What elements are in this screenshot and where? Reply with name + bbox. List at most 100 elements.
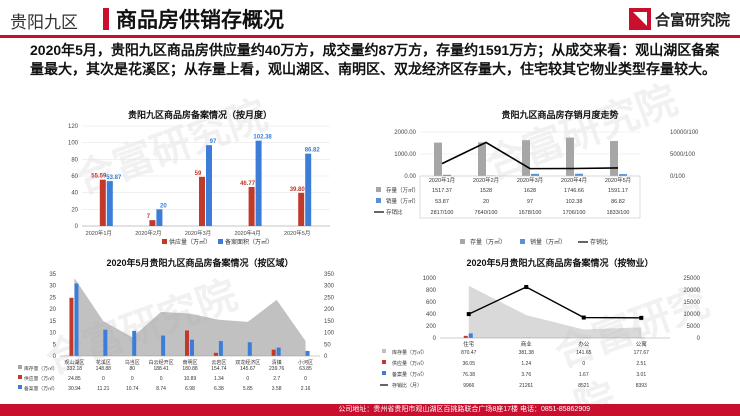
x-tick-label: 2020年5月 — [605, 176, 631, 184]
legend-label: 存量（万㎡） — [470, 238, 506, 246]
bar — [132, 330, 137, 356]
bar — [468, 333, 473, 338]
table-cell: 3.58 — [272, 386, 282, 392]
x-tick-label: 清镇 — [272, 359, 282, 366]
table-row-label: 库存量（万㎡） — [392, 349, 427, 356]
x-tick-label: 乌当区 — [125, 359, 140, 366]
x-tick-label: 2020年4月 — [561, 176, 587, 184]
y2-tick-label: 10000/100 — [670, 130, 699, 136]
chart-district-filing: 05101520253035050100150200250300350观山湖区花… — [18, 272, 335, 392]
y-tick-label: 40 — [71, 191, 78, 197]
table-cell: 0 — [246, 376, 249, 382]
data-label: 46.77 — [240, 181, 256, 187]
table-cell: 1.24 — [521, 361, 531, 367]
y-tick-label: 1000 — [423, 276, 437, 282]
legend-label: 销量（万㎡） — [530, 238, 566, 246]
table-cell: 2.51 — [636, 361, 646, 367]
y-tick-label: 0 — [75, 224, 79, 230]
bar — [218, 341, 223, 356]
y-tick-label: 15 — [49, 319, 56, 325]
summary-text: 2020年5月，贵阳九区商品房供应量约40万方，成交量约87万方，存量约1591… — [30, 42, 720, 77]
x-tick-label: 2020年3月 — [185, 229, 211, 237]
table-cell: 36.05 — [462, 361, 475, 367]
x-tick-label: 南明区 — [182, 359, 197, 366]
x-tick-label: 住宅 — [463, 340, 475, 348]
table-cell: 0 — [102, 376, 105, 382]
x-tick-label: 2020年1月 — [86, 229, 112, 237]
y-tick-label: 1000.00 — [394, 152, 416, 158]
y2-tick-label: 150 — [324, 319, 335, 325]
legend-swatch — [382, 360, 386, 364]
legend-swatch — [376, 198, 381, 203]
table-cell: 0 — [131, 376, 134, 382]
y2-tick-label: 0 — [697, 336, 701, 342]
y2-tick-label: 0 — [324, 354, 328, 360]
table-cell: 145.67 — [240, 366, 256, 372]
y-tick-label: 0 — [53, 354, 57, 360]
table-cell: 10.74 — [126, 386, 139, 392]
y-tick-label: 35 — [49, 272, 56, 278]
bar — [199, 176, 205, 226]
bar — [575, 173, 583, 176]
x-tick-label: 小河区 — [298, 359, 313, 366]
y-tick-label: 5 — [53, 342, 57, 348]
x-tick-label: 2020年2月 — [473, 176, 499, 184]
table-cell: 8521 — [578, 383, 589, 389]
table-cell: 80 — [129, 366, 135, 372]
y2-tick-label: 10000 — [683, 312, 700, 318]
bar — [566, 137, 574, 176]
data-label: 55.59 — [91, 174, 107, 180]
table-cell: 2.16 — [301, 386, 311, 392]
table-cell: 97 — [527, 199, 533, 205]
y-tick-label: 30 — [49, 284, 56, 290]
legend-label: 备案面积（万㎡） — [225, 238, 273, 246]
legend-swatch — [382, 349, 386, 353]
y2-tick-label: 100 — [324, 331, 335, 337]
legend-swatch — [18, 375, 22, 379]
bar — [185, 330, 189, 356]
legend-swatch — [376, 187, 381, 192]
chart-title-district: 2020年5月贵阳九区商品房备案情况（按区域） — [106, 258, 294, 268]
table-cell: 53.87 — [435, 199, 449, 205]
y2-tick-label: 50 — [324, 342, 331, 348]
table-cell: 180.88 — [182, 366, 198, 372]
bar — [443, 174, 451, 176]
table-row-label: 备案量（万㎡） — [24, 385, 58, 392]
table-cell: 870.47 — [461, 350, 477, 356]
x-tick-label: 商业 — [521, 340, 533, 348]
x-tick-label: 2020年1月 — [429, 176, 455, 184]
table-row-label: 供应量（万㎡） — [392, 360, 427, 367]
bar — [103, 329, 108, 356]
table-cell: 5.85 — [243, 386, 253, 392]
y2-tick-label: 5000 — [687, 324, 701, 330]
series-line — [468, 286, 642, 319]
legend-swatch — [18, 365, 22, 369]
table-cell: 0 — [582, 361, 585, 367]
footer-address: 公司地址：贵州省贵阳市观山湖区百挑路联合广场8座17楼 电话：0851-8586… — [0, 404, 740, 416]
x-tick-label: 办公 — [578, 340, 590, 348]
bar — [156, 209, 163, 226]
bar — [276, 347, 281, 356]
line-marker — [466, 312, 471, 317]
chart-stock-trend: 0.00 1000.00 2000.00 0/100 5000/100 10000/100… — [374, 130, 699, 246]
table-cell: 1833/100 — [607, 210, 630, 216]
table-cell: 177.67 — [634, 350, 650, 356]
legend-swatch — [218, 239, 223, 244]
legend-swatch — [18, 385, 22, 389]
y-tick-label: 400 — [426, 312, 437, 318]
y-tick-label: 20 — [49, 307, 56, 313]
table-row-label: 存量（万㎡） — [386, 186, 419, 194]
table-cell: 3.76 — [521, 372, 531, 378]
logo-icon — [628, 8, 651, 30]
bar — [99, 179, 106, 226]
logo: 合富研究院 — [628, 6, 730, 32]
table-cell: 102.38 — [566, 199, 583, 205]
table-cell: 10.89 — [184, 376, 197, 382]
bar — [255, 140, 262, 226]
table-cell: 76.38 — [462, 372, 475, 378]
y-tick-label: 60 — [71, 174, 78, 180]
table-cell: 154.74 — [211, 366, 227, 372]
page-title: 商品房供销存概况 — [116, 9, 284, 32]
x-tick-label: 云岩区 — [211, 359, 226, 366]
region-label: 贵阳九区 — [10, 13, 78, 32]
